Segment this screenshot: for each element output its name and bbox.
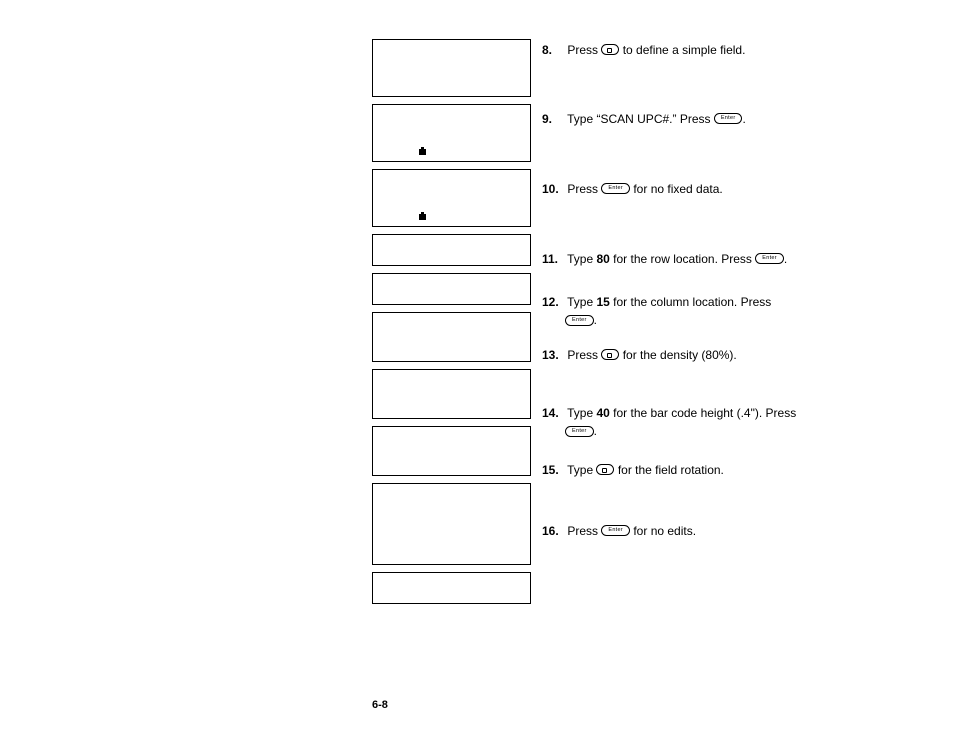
step-text: Type 80 for the row location. Press Ente… [567, 252, 787, 266]
step-number: 8. [542, 42, 564, 58]
step-number: 13. [542, 347, 564, 363]
key-icon [596, 464, 614, 475]
step-number: 9. [542, 111, 564, 127]
screen-box [372, 572, 531, 604]
instruction-step: 12. Type 15 for the column location. Pre… [542, 294, 942, 328]
step-text: Type for the field rotation. [567, 463, 724, 477]
step-text: Type “SCAN UPC#.” Press Enter. [567, 112, 746, 126]
step-bold-value: 40 [596, 406, 609, 420]
step-text: Press Enter for no edits. [567, 524, 696, 538]
screen-box [372, 483, 531, 565]
enter-key-icon: Enter [565, 315, 594, 326]
step-wrap-line: Enter. [565, 312, 942, 328]
screen-boxes-column [372, 39, 531, 611]
step-number: 12. [542, 294, 564, 310]
step-text: Press for the density (80%). [567, 348, 736, 362]
step-number: 14. [542, 405, 564, 421]
cursor-marker-icon [419, 214, 426, 220]
screen-box [372, 369, 531, 419]
screen-box [372, 234, 531, 266]
enter-key-icon: Enter [565, 426, 594, 437]
enter-key-icon: Enter [601, 525, 630, 536]
screen-box [372, 312, 531, 362]
enter-key-icon: Enter [714, 113, 743, 124]
cursor-marker-icon [419, 149, 426, 155]
enter-key-icon: Enter [755, 253, 784, 264]
instruction-step: 11. Type 80 for the row location. Press … [542, 251, 942, 267]
screen-box [372, 169, 531, 227]
instruction-step: 9. Type “SCAN UPC#.” Press Enter. [542, 111, 942, 127]
instruction-step: 16. Press Enter for no edits. [542, 523, 942, 539]
step-text: Press to define a simple field. [567, 43, 745, 57]
screen-box [372, 104, 531, 162]
step-number: 15. [542, 462, 564, 478]
step-wrap-line: Enter. [565, 423, 942, 439]
screen-box [372, 39, 531, 97]
instruction-step: 14. Type 40 for the bar code height (.4"… [542, 405, 942, 439]
instruction-step: 10. Press Enter for no fixed data. [542, 181, 942, 197]
screen-box [372, 426, 531, 476]
enter-key-icon: Enter [601, 183, 630, 194]
step-number: 16. [542, 523, 564, 539]
screen-box [372, 273, 531, 305]
instruction-step: 15. Type for the field rotation. [542, 462, 942, 478]
step-number: 11. [542, 251, 564, 267]
step-bold-value: 15 [596, 295, 609, 309]
key-icon [601, 349, 619, 360]
manual-page: 8. Press to define a simple field. 9. Typ… [0, 0, 954, 738]
key-icon [601, 44, 619, 55]
step-text: Type 40 for the bar code height (.4"). P… [567, 406, 796, 420]
instruction-step: 8. Press to define a simple field. [542, 42, 942, 58]
instruction-step: 13. Press for the density (80%). [542, 347, 942, 363]
page-number: 6-8 [372, 699, 388, 711]
step-text: Type 15 for the column location. Press [567, 295, 771, 309]
step-bold-value: 80 [596, 252, 609, 266]
step-number: 10. [542, 181, 564, 197]
step-text: Press Enter for no fixed data. [567, 182, 722, 196]
